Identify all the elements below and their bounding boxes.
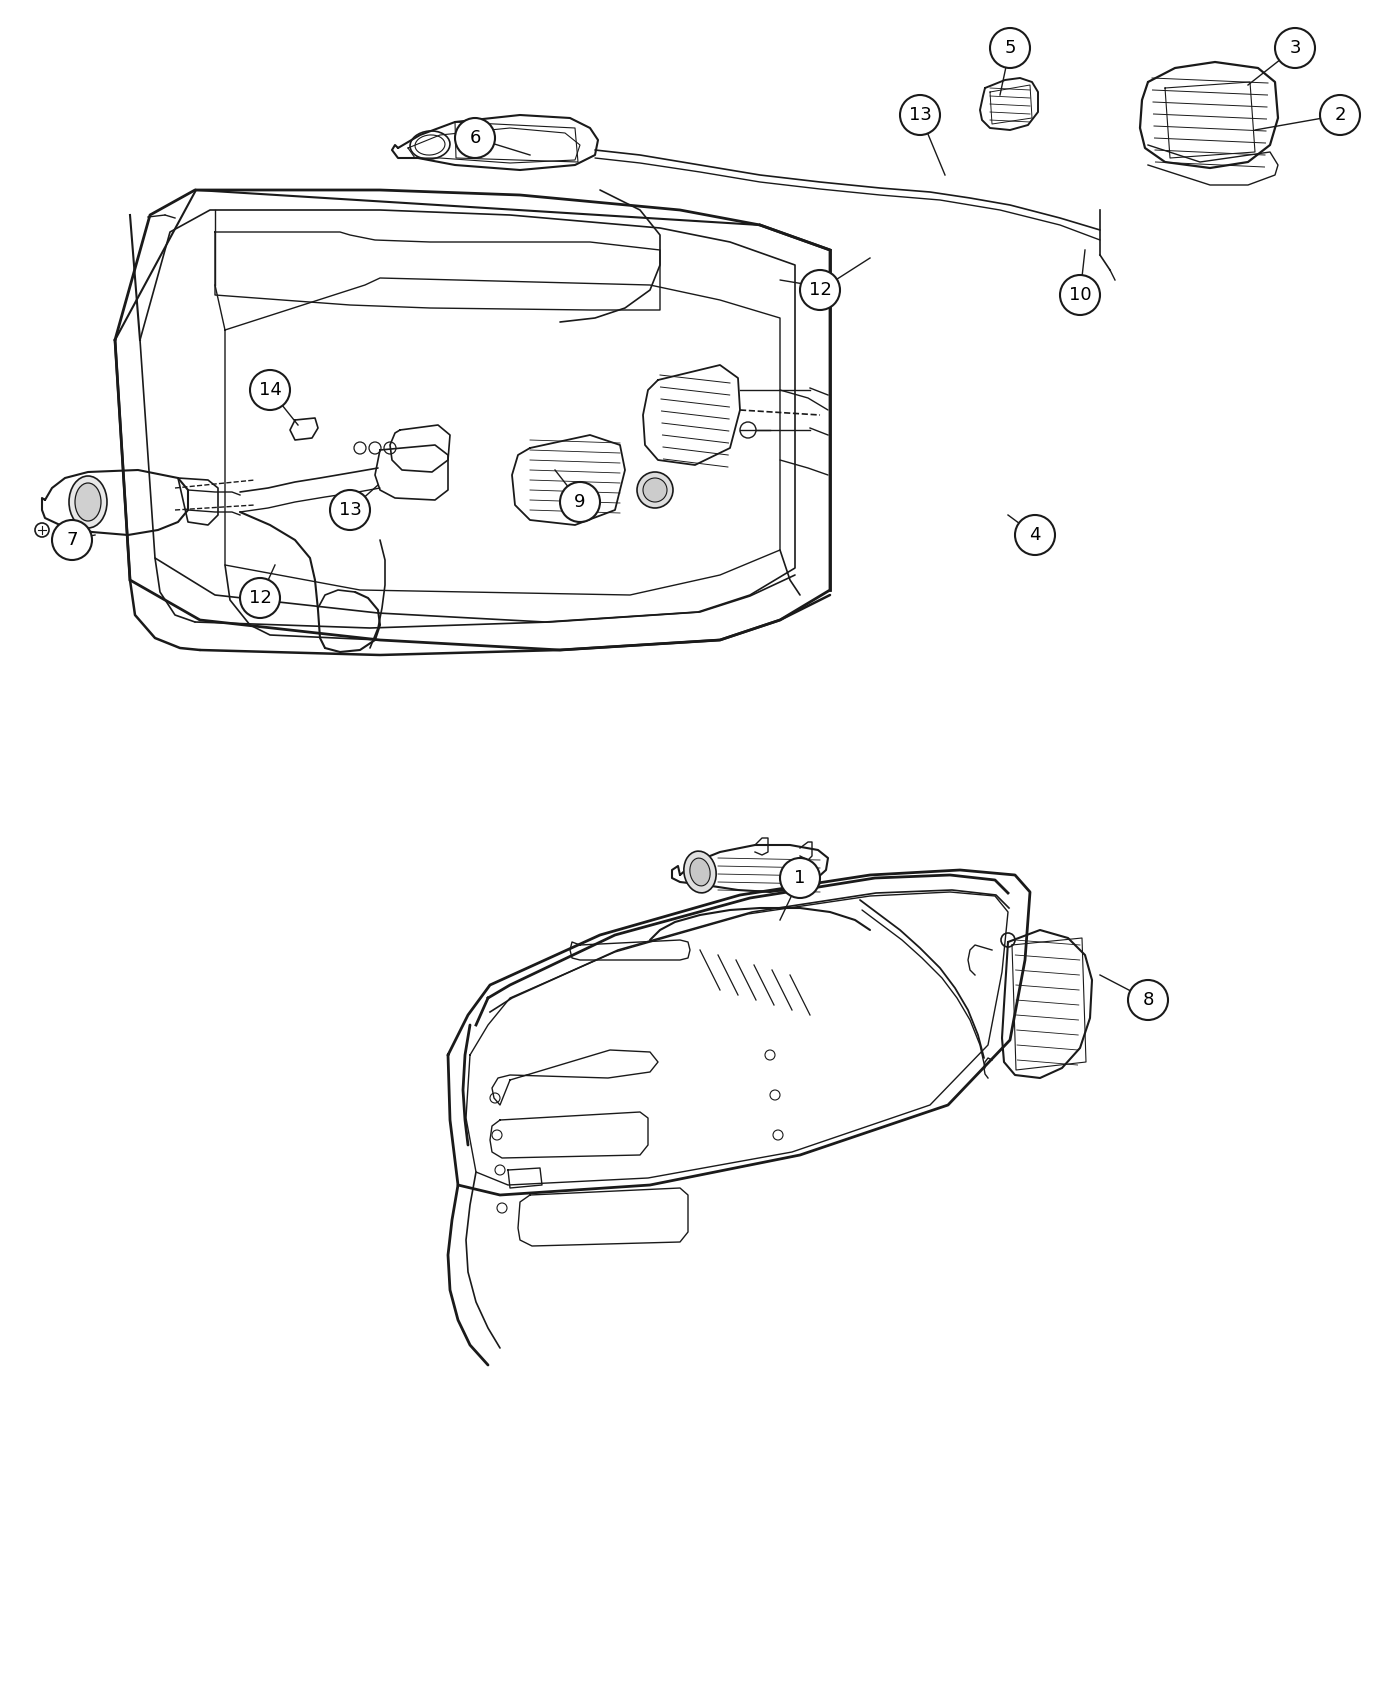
Text: 1: 1 (794, 869, 805, 887)
Ellipse shape (76, 483, 101, 520)
Text: 7: 7 (66, 530, 78, 549)
Ellipse shape (69, 476, 106, 529)
Circle shape (52, 520, 92, 559)
Circle shape (900, 95, 939, 134)
Text: 6: 6 (469, 129, 480, 146)
Text: 13: 13 (909, 105, 931, 124)
Circle shape (330, 490, 370, 530)
Circle shape (1128, 979, 1168, 1020)
Circle shape (239, 578, 280, 619)
Circle shape (560, 483, 601, 522)
Text: 3: 3 (1289, 39, 1301, 58)
Circle shape (1015, 515, 1056, 554)
Circle shape (1275, 27, 1315, 68)
Circle shape (780, 858, 820, 898)
Text: 14: 14 (259, 381, 281, 400)
Text: 8: 8 (1142, 991, 1154, 1010)
Circle shape (1060, 275, 1100, 314)
Text: 9: 9 (574, 493, 585, 512)
Circle shape (643, 478, 666, 502)
Circle shape (455, 117, 496, 158)
Circle shape (251, 371, 290, 410)
Circle shape (637, 473, 673, 508)
Ellipse shape (690, 858, 710, 886)
Text: 4: 4 (1029, 525, 1040, 544)
Text: 2: 2 (1334, 105, 1345, 124)
Ellipse shape (683, 852, 717, 893)
Text: 12: 12 (809, 280, 832, 299)
Text: 10: 10 (1068, 286, 1092, 304)
Text: 12: 12 (249, 588, 272, 607)
Text: 13: 13 (339, 502, 361, 518)
Text: 5: 5 (1004, 39, 1016, 58)
Circle shape (799, 270, 840, 309)
Circle shape (1320, 95, 1359, 134)
Circle shape (990, 27, 1030, 68)
